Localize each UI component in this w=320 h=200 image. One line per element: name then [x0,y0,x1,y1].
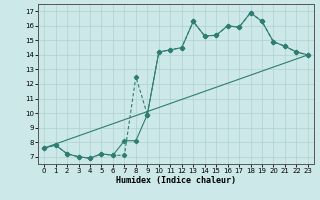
X-axis label: Humidex (Indice chaleur): Humidex (Indice chaleur) [116,176,236,185]
